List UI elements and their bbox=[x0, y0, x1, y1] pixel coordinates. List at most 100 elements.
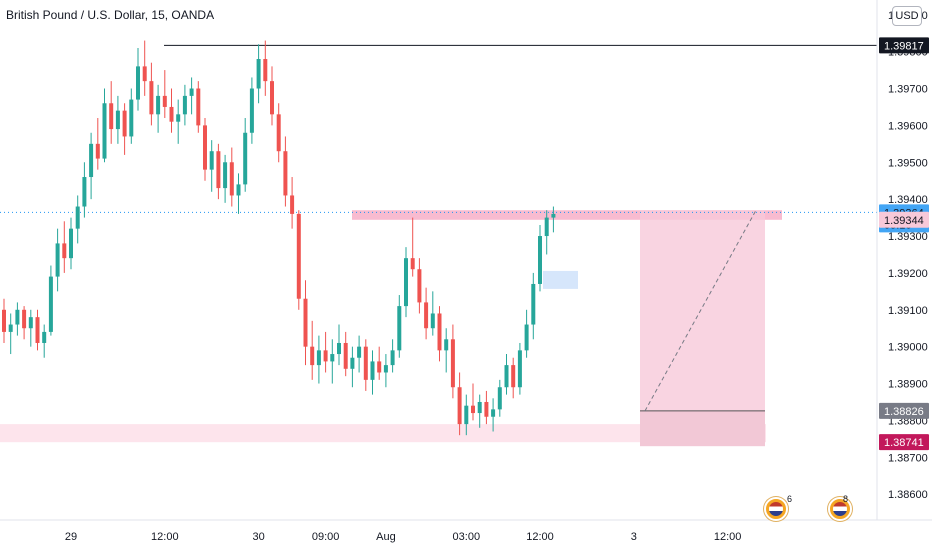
candle-body bbox=[464, 405, 469, 425]
candle-body bbox=[310, 346, 315, 366]
candle-body bbox=[323, 350, 328, 362]
candle-body bbox=[531, 283, 536, 325]
candle-body bbox=[551, 213, 556, 218]
candle-body bbox=[209, 151, 214, 170]
candle-body bbox=[169, 106, 174, 122]
candle-body bbox=[48, 276, 53, 332]
price-tick-label: 1.38600 bbox=[888, 489, 928, 501]
candle-body bbox=[504, 365, 509, 388]
us-economic-event-icon[interactable] bbox=[764, 497, 788, 521]
price-tick-label: 1.39700 bbox=[888, 84, 928, 96]
candle-body bbox=[397, 306, 402, 351]
time-tick-label: Aug bbox=[376, 531, 396, 543]
candle-body bbox=[89, 143, 94, 178]
price-label-tag bbox=[879, 37, 929, 54]
price-tick-label: 1.39500 bbox=[888, 157, 928, 169]
candle-body bbox=[404, 258, 408, 307]
time-tick-label: 09:00 bbox=[312, 531, 340, 543]
candle-body bbox=[377, 361, 382, 373]
price-tick-label: 1.39000 bbox=[888, 342, 928, 354]
time-tick-label: 29 bbox=[65, 531, 77, 543]
projection-line bbox=[644, 209, 757, 412]
candle-body bbox=[457, 387, 462, 425]
price-tick-label: 1.38700 bbox=[888, 452, 928, 464]
price-tick-label: 1.39300 bbox=[888, 231, 928, 243]
event-count: 8 bbox=[843, 494, 849, 504]
support-zone bbox=[0, 424, 766, 443]
candle-body bbox=[538, 236, 542, 284]
candle-body bbox=[176, 114, 181, 122]
candle-body bbox=[270, 81, 274, 115]
resistance-zone bbox=[352, 210, 782, 220]
candle-body bbox=[182, 95, 187, 115]
price-label-value: 1.39817 bbox=[884, 40, 924, 52]
time-tick-label: 3 bbox=[631, 531, 637, 543]
candle-body bbox=[216, 151, 221, 189]
candle-body bbox=[229, 162, 234, 196]
chart-title: British Pound / U.S. Dollar, 15, OANDA bbox=[6, 8, 215, 22]
candle-body bbox=[491, 409, 496, 417]
candle-body bbox=[55, 243, 60, 277]
candle-body bbox=[149, 81, 154, 115]
candle-body bbox=[256, 59, 261, 89]
candle-body bbox=[524, 324, 529, 351]
candle-body bbox=[430, 313, 435, 329]
time-tick-label: 12:00 bbox=[714, 531, 742, 543]
time-tick-label: 12:00 bbox=[526, 531, 554, 543]
candle-body bbox=[69, 228, 73, 259]
time-axis[interactable]: 29 12:00 30 09:00 Aug 03:00 12:00 3 12:00 bbox=[65, 531, 741, 543]
candle-body bbox=[517, 350, 522, 388]
candle-body bbox=[162, 95, 167, 107]
price-label-tag bbox=[879, 434, 929, 451]
candle-body bbox=[189, 88, 194, 96]
candle-body bbox=[337, 342, 341, 355]
candle-body bbox=[35, 317, 40, 343]
candle-body bbox=[22, 309, 27, 329]
candle-body bbox=[484, 401, 489, 417]
candle-body bbox=[417, 269, 422, 303]
candle-body bbox=[8, 324, 13, 332]
candle-body bbox=[357, 346, 362, 358]
candle-body bbox=[276, 114, 281, 152]
candle-body bbox=[156, 95, 161, 115]
candle-body bbox=[263, 59, 268, 82]
candle-body bbox=[136, 66, 140, 100]
time-tick-label: 03:00 bbox=[453, 531, 481, 543]
candle-body bbox=[243, 132, 248, 185]
candle-body bbox=[544, 217, 549, 237]
candle-body bbox=[142, 66, 147, 82]
currency-button[interactable]: USD bbox=[892, 6, 922, 26]
candle-body bbox=[303, 298, 308, 347]
price-label-value: 1.38741 bbox=[884, 437, 924, 449]
candle-body bbox=[290, 195, 295, 214]
candle-body bbox=[350, 357, 355, 369]
candle-body bbox=[471, 405, 475, 414]
candle-body bbox=[129, 99, 134, 137]
candle-body bbox=[511, 365, 516, 388]
candle-body bbox=[497, 387, 502, 410]
candle-body bbox=[28, 317, 33, 329]
candle-body bbox=[82, 177, 87, 207]
candle-body bbox=[223, 162, 228, 189]
candles-layer bbox=[2, 40, 556, 436]
candle-body bbox=[95, 143, 100, 159]
candle-body bbox=[437, 313, 442, 351]
candle-body bbox=[370, 361, 375, 380]
price-label-value: 1.38826 bbox=[884, 406, 924, 418]
candle-body bbox=[383, 365, 388, 373]
candle-body bbox=[363, 346, 368, 380]
time-tick-label: 30 bbox=[252, 531, 264, 543]
price-axis[interactable]: 1.399001.398001.397001.396001.395001.394… bbox=[888, 10, 928, 501]
candle-body bbox=[450, 339, 455, 388]
candle-body bbox=[15, 309, 20, 325]
price-tick-label: 1.39200 bbox=[888, 268, 928, 280]
candle-body bbox=[122, 110, 127, 137]
candle-body bbox=[249, 88, 254, 133]
us-economic-event-icon[interactable] bbox=[828, 497, 852, 521]
candle-body bbox=[330, 354, 335, 362]
position-risk-zone bbox=[640, 210, 765, 411]
candle-body bbox=[424, 302, 429, 329]
candle-body bbox=[109, 103, 114, 130]
candle-body bbox=[283, 151, 288, 196]
